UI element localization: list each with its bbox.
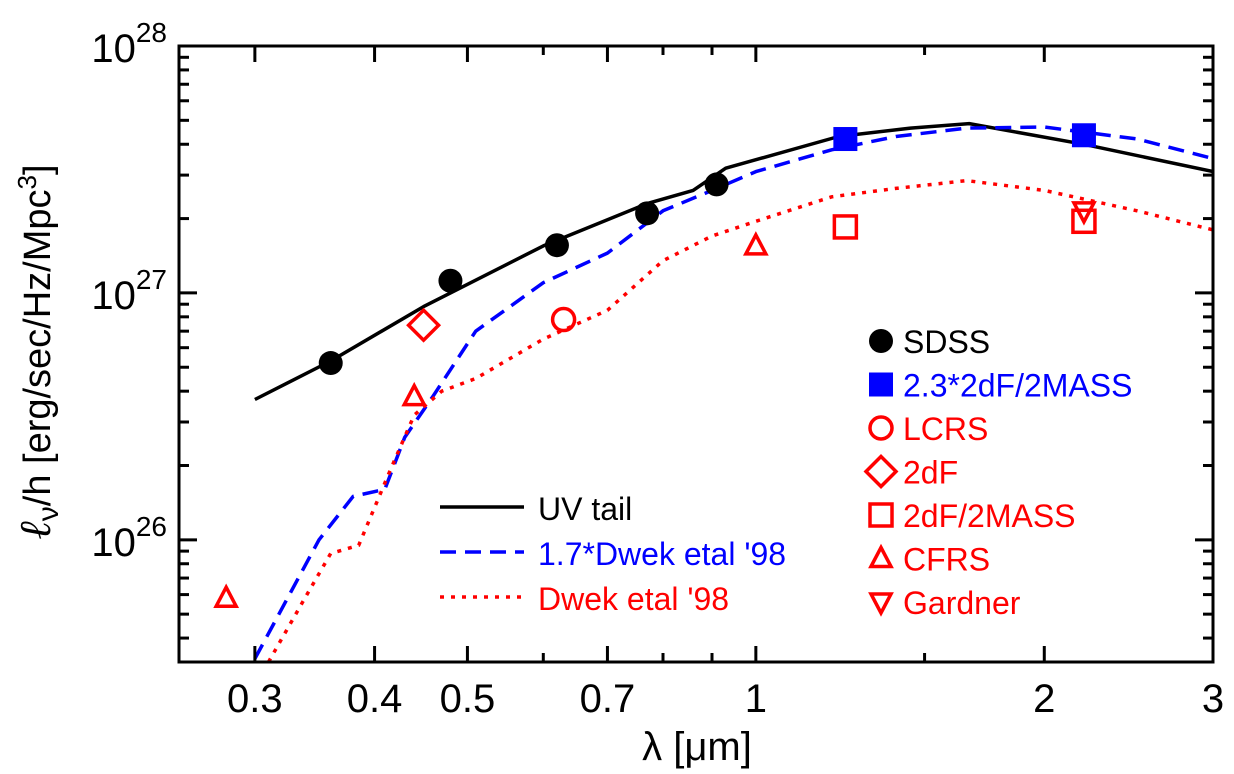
legend-line-label-2: Dwek etal '98 (538, 581, 729, 617)
y-tick-base: 10 (91, 521, 136, 565)
point-filled-circle-1 (438, 268, 463, 293)
x-tick-label: 0.7 (580, 677, 636, 721)
point-open-triangle-up-2 (742, 231, 769, 256)
point-open-triangle-down-0 (1071, 201, 1097, 226)
series-line-1 (253, 125, 1213, 660)
x-axis-label: λ [μm] (642, 725, 752, 769)
y-tick-exponent: 27 (136, 264, 167, 295)
legend-line-label-0: UV tail (538, 491, 632, 527)
legend-marker-3 (863, 454, 899, 489)
y-tick-base: 10 (91, 274, 136, 318)
x-tick-label: 3 (1202, 677, 1224, 721)
legend-marker-label-1: 2.3*2dF/2MASS (903, 368, 1132, 404)
point-open-circle-0 (550, 306, 577, 333)
point-filled-circle-3 (635, 201, 660, 226)
x-tick-label: 0.5 (440, 677, 496, 721)
x-tick-label: 0.3 (227, 677, 283, 721)
point-open-diamond-0 (406, 307, 442, 343)
point-open-square-1 (1071, 208, 1097, 235)
legend-line-label-1: 1.7*Dwek etal '98 (538, 536, 786, 572)
y-tick-exponent: 28 (136, 17, 167, 48)
y-axis-label-sup: 3 (12, 175, 42, 189)
legend-marker-label-0: SDSS (903, 324, 990, 360)
series-line-0 (254, 121, 1213, 402)
legend-marker-5 (868, 543, 894, 569)
legend-marker-label-4: 2dF/2MASS (903, 498, 1076, 534)
x-tick-labels: 0.3 0.4 0.5 0.7 1 2 3 (227, 677, 1224, 721)
y-axis-label-nu: ν (32, 506, 65, 521)
series-line-2 (266, 178, 1213, 662)
point-filled-square-0 (833, 127, 858, 152)
point-filled-circle-4 (704, 172, 729, 197)
plot-frame (177, 44, 1215, 664)
data-points (213, 123, 1097, 608)
y-axis-label-close: ] (17, 164, 59, 175)
x-tick-label: 2 (1033, 677, 1055, 721)
point-open-triangle-up-1 (401, 381, 428, 407)
legend-marker-label-5: CFRS (903, 542, 990, 578)
y-tick-label: 1026 (91, 511, 167, 565)
legend-lines: UV tail 1.7*Dwek etal '98 Dwek etal '98 (440, 491, 786, 617)
legend-marker-6 (868, 592, 894, 617)
point-filled-circle-0 (318, 351, 343, 376)
y-tick-label: 1028 (91, 17, 167, 71)
point-filled-square-1 (1071, 123, 1096, 148)
axis-ticks (179, 44, 1215, 662)
legend-marker-label-3: 2dF (903, 455, 958, 491)
y-tick-label: 1027 (91, 264, 167, 318)
point-filled-circle-2 (544, 233, 569, 258)
legend-marker-label-6: Gardner (903, 585, 1021, 621)
point-open-square-0 (832, 214, 859, 240)
y-tick-base: 10 (91, 27, 136, 71)
legend-marker-label-2: LCRS (903, 411, 988, 447)
y-axis-label-ell: ℓ (10, 521, 61, 540)
x-tick-label: 1 (745, 677, 767, 721)
legend-markers: SDSS 2.3*2dF/2MASS LCRS 2dF 2dF/2MASS CFRS Gar… (863, 324, 1132, 621)
legend-marker-1 (869, 372, 893, 397)
y-tick-exponent: 26 (136, 511, 167, 542)
legend-marker-2 (868, 415, 894, 441)
x-tick-label: 0.4 (347, 677, 403, 721)
legend-marker-4 (868, 502, 894, 528)
legend-marker-0 (869, 329, 893, 353)
point-open-triangle-up-0 (213, 583, 240, 608)
y-axis-label: ℓν/h [erg/sec/Hz/Mpc3] (10, 164, 65, 539)
y-axis-label-text: /h [erg/sec/Hz/Mpc (17, 189, 59, 506)
